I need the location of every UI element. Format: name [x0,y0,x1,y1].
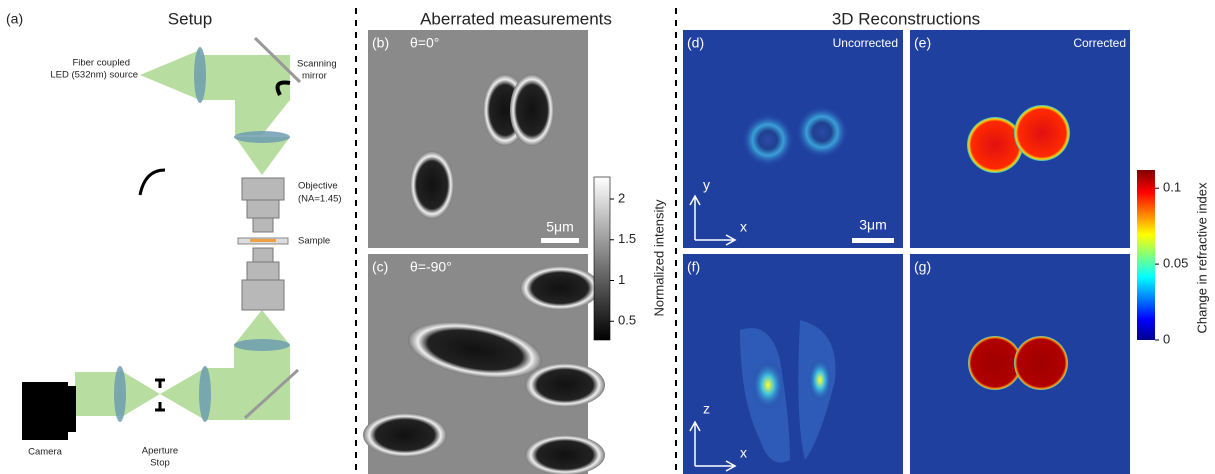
sample-beads [250,239,276,242]
colorbar-tick-label: 0.05 [1163,256,1188,271]
label: Fiber coupled [72,58,130,69]
fiber [140,170,165,195]
camera [22,382,68,440]
cell [520,266,600,310]
axis-label: z [703,401,710,417]
ring [796,106,848,158]
disk [968,336,1022,390]
image [683,254,903,474]
colorbar [594,177,610,340]
scale-label: 3μm [859,217,887,233]
colorbar-label: Normalized intensity [651,199,666,317]
colorbar-tick-label: 0.5 [618,313,636,328]
colorbar-label: Change in refractive index [1194,182,1209,334]
section-title: Aberrated measurements [420,9,612,28]
figure: (a) Setup Fiber coupled LED (532nm) sour… [0,0,1215,474]
label: Scanning [297,59,337,70]
scale-bar [852,238,894,243]
disk [1014,105,1070,161]
cell [525,435,605,474]
label: Objective [298,181,338,192]
label: Camera [28,447,63,458]
blob [808,358,832,402]
panel-label: (f) [687,259,700,275]
label: Stop [150,458,170,469]
panel-note: Corrected [1073,36,1126,50]
scale-label: 5μm [546,219,574,235]
panel-d: (d) Uncorrected y x 3μm [683,30,903,248]
panel-label: (b) [372,35,389,51]
angle: θ=0° [410,35,439,51]
camera [66,386,76,432]
cell [510,74,554,146]
blob [752,361,784,409]
panel-label: (d) [687,35,704,51]
colorbar [1137,170,1155,340]
colorbar-tick-label: 0 [1163,331,1170,346]
colorbar-tick-label: 0.1 [1163,180,1181,195]
axis-label: x [740,445,747,461]
panel-e: (e) Corrected [910,30,1130,248]
axis-label: y [703,177,710,193]
panel-f: (f) z x [683,254,903,474]
cell [363,413,447,457]
axis-label: x [740,219,747,235]
colorbar-tick-label: 1 [618,272,625,287]
scale-bar [541,238,579,243]
colorbar-tick-label: 2 [618,190,625,205]
panel-label: (a) [6,11,23,27]
light-path [75,50,290,420]
label: mirror [302,71,327,82]
panel-label: (c) [372,259,388,275]
panel-note: Uncorrected [833,36,898,50]
cell [525,363,605,407]
panel-g: (g) [910,254,1130,474]
disk [1014,336,1068,390]
image [368,30,588,248]
colorbar-tick-label: 1.5 [618,231,636,246]
angle: θ=-90° [410,259,452,275]
label: Sample [298,236,330,247]
ring [742,114,794,166]
cell [410,151,454,219]
label: Aperture [142,446,178,457]
disk [967,117,1023,173]
section-title: 3D Reconstructions [832,9,980,28]
section-title: Setup [168,9,212,28]
label: (NA=1.45) [298,194,342,205]
panel-label: (g) [914,259,931,275]
panel-label: (e) [914,35,931,51]
label: LED (532nm) source [50,70,138,81]
